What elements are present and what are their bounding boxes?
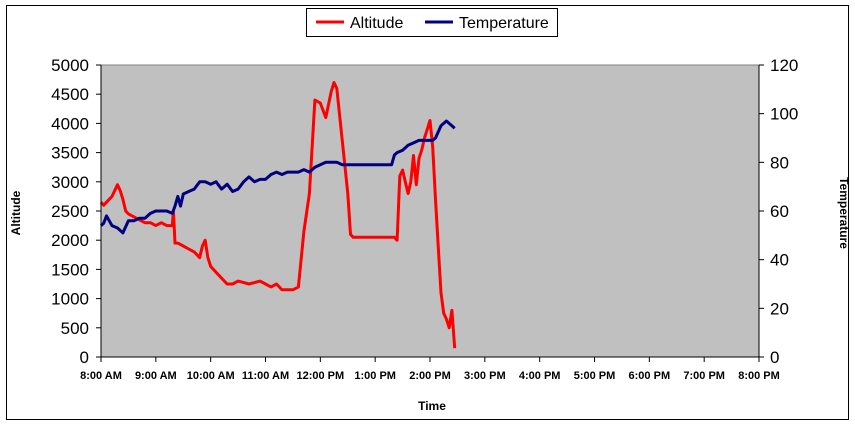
legend: Altitude Temperature (306, 8, 558, 37)
y-left-tick-label: 1000 (51, 290, 89, 309)
x-tick-label: 4:00 PM (519, 370, 561, 382)
x-tick-label: 11:00 AM (242, 370, 289, 382)
y-left-tick-label: 0 (80, 348, 89, 367)
x-tick-label: 1:00 PM (354, 370, 396, 382)
y-right-tick-label: 60 (770, 202, 789, 221)
x-tick-label: 10:00 AM (187, 370, 235, 382)
legend-label-altitude: Altitude (350, 15, 403, 32)
series-line-altitude (99, 81, 457, 349)
y-left-tick-label: 1500 (51, 260, 89, 279)
y-axis-left-title: Altitude (9, 190, 23, 235)
y-left-tick-label: 5000 (51, 56, 89, 75)
y-right-tick-label: 80 (770, 153, 789, 172)
y-left-tick-label: 3500 (51, 144, 89, 163)
y-left-tick-label: 2000 (51, 231, 89, 250)
y-right-tick-label: 20 (770, 299, 789, 318)
x-tick-label: 3:00 PM (464, 370, 506, 382)
y-left-tick-label: 4500 (51, 85, 89, 104)
y-left-tick-label: 4000 (51, 114, 89, 133)
y-right-tick-label: 120 (770, 56, 798, 75)
y-left-tick-label: 2500 (51, 202, 89, 221)
x-tick-label: 7:00 PM (683, 370, 725, 382)
y-right-tick-label: 40 (770, 251, 789, 270)
y-axis-right-title: Temperature (837, 177, 851, 249)
legend-label-temperature: Temperature (459, 15, 549, 32)
x-tick-label: 2:00 PM (409, 370, 451, 382)
series-line-temperature (100, 119, 456, 235)
x-tick-label: 8:00 AM (80, 370, 122, 382)
y-left-tick-label: 500 (61, 319, 89, 338)
y-left-tick-label: 3000 (51, 173, 89, 192)
x-axis-title: Time (418, 399, 446, 413)
x-tick-label: 8:00 PM (738, 370, 780, 382)
x-tick-label: 9:00 AM (135, 370, 177, 382)
y-right-tick-label: 0 (770, 348, 779, 367)
x-tick-label: 12:00 PM (296, 370, 344, 382)
plot-area (100, 64, 760, 358)
x-tick-label: 6:00 PM (629, 370, 671, 382)
x-tick-label: 5:00 PM (574, 370, 616, 382)
y-right-tick-label: 100 (770, 105, 798, 124)
